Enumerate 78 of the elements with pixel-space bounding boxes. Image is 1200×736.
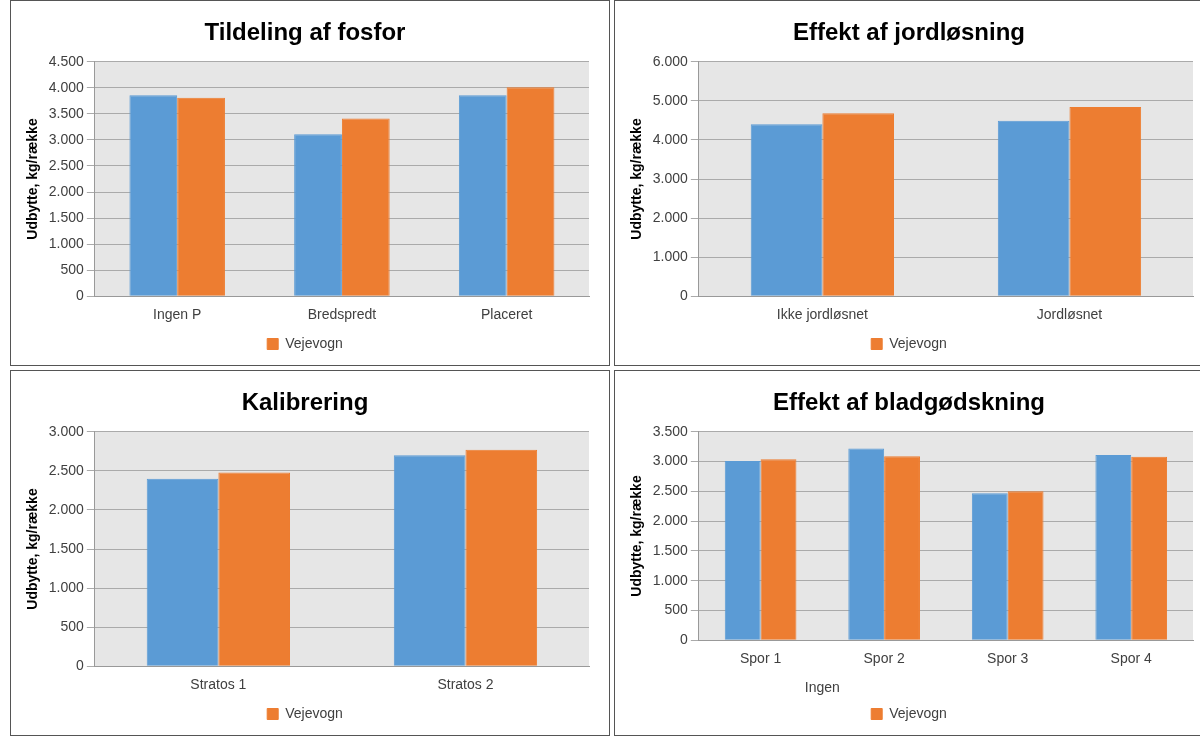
bar (822, 113, 895, 296)
legend-label: Vejevogn (889, 704, 947, 721)
x-tick-label: Placeret (480, 306, 533, 323)
y-tick-label: 2.000 (652, 208, 689, 225)
y-tick-label: 0 (680, 631, 689, 648)
x-tick-label: Ingen P (153, 306, 202, 323)
bar (177, 97, 225, 296)
x-tick-label: Spor 3 (987, 650, 1029, 667)
bar (294, 134, 342, 296)
x-tick-label: Stratos 2 (437, 676, 494, 693)
legend-label: Vejevogn (285, 334, 343, 351)
bar (506, 87, 555, 296)
bar (218, 472, 291, 666)
bar (341, 118, 390, 296)
y-tick-label: 0 (680, 287, 689, 304)
y-tick-label: 0 (76, 287, 85, 304)
bar (146, 478, 219, 666)
bar (1007, 491, 1044, 640)
bar (458, 95, 507, 296)
y-tick-label: 2.000 (48, 182, 85, 199)
bar (1069, 107, 1142, 296)
y-tick-label: 2.000 (48, 500, 85, 517)
y-tick-label: 3.500 (652, 422, 689, 439)
y-axis-title: Udbytte, kg/række (628, 475, 645, 597)
bar (971, 493, 1008, 640)
x-tick-label: Ikke jordløsnet (776, 306, 868, 323)
x-tick-label: Spor 2 (863, 650, 905, 667)
text: Ingen (804, 678, 840, 695)
y-tick-label: 2.000 (652, 511, 689, 528)
bar (750, 124, 823, 296)
y-tick-label: 5.000 (652, 91, 689, 108)
bar (393, 455, 466, 666)
y-tick-label: 1.500 (48, 208, 85, 225)
x-tick-label: Bredspredt (307, 306, 377, 323)
x-tick-label: Spor 4 (1110, 650, 1153, 667)
y-axis-title: Udbytte, kg/række (24, 118, 41, 240)
x-tick-label: Spor 1 (739, 650, 782, 667)
chart-title: Kalibrering (241, 388, 369, 416)
y-tick-label: 4.000 (48, 78, 85, 95)
y-tick-label: 6.000 (652, 52, 689, 69)
y-tick-label: 3.500 (48, 104, 85, 121)
bar (848, 448, 885, 640)
bar (1131, 456, 1168, 640)
legend-label: Vejevogn (285, 704, 343, 721)
y-axis-title: Udbytte, kg/række (24, 488, 41, 610)
y-axis-title: Udbytte, kg/række (628, 118, 645, 240)
y-tick-label: 2.500 (48, 461, 85, 478)
y-tick-label: 500 (60, 617, 85, 634)
y-tick-label: 2.500 (48, 156, 85, 173)
bar (724, 460, 761, 640)
bar (465, 449, 538, 666)
bar (760, 459, 797, 640)
y-tick-label: 3.000 (48, 130, 85, 147)
x-tick-label: Stratos 1 (190, 676, 247, 693)
y-tick-label: 3.000 (652, 169, 689, 186)
y-tick-label: 1.000 (48, 578, 85, 595)
bar (129, 95, 178, 296)
chart-title: Effekt af jordløsning (792, 18, 1026, 46)
y-tick-label: 1.000 (652, 247, 689, 264)
y-tick-label: 500 (60, 261, 85, 278)
y-tick-label: 3.000 (652, 452, 689, 469)
bar (997, 120, 1070, 296)
legend-label: Vejevogn (889, 334, 947, 351)
y-tick-label: 4.500 (48, 52, 85, 69)
y-tick-label: 2.500 (652, 482, 689, 499)
y-tick-label: 1.000 (652, 571, 689, 588)
y-tick-label: 1.000 (48, 234, 85, 251)
bar (884, 456, 920, 640)
bar (1095, 455, 1132, 640)
y-tick-label: 0 (76, 657, 85, 674)
y-tick-label: 500 (664, 601, 689, 618)
x-tick-label: Jordløsnet (1036, 306, 1103, 323)
chart-title: Effekt af bladgødskning (772, 388, 1046, 416)
y-tick-label: 1.500 (652, 541, 689, 558)
y-tick-label: 1.500 (48, 539, 85, 556)
chart-title: Tildeling af fosfor (204, 18, 406, 46)
y-tick-label: 3.000 (48, 422, 85, 439)
y-tick-label: 4.000 (652, 130, 689, 147)
